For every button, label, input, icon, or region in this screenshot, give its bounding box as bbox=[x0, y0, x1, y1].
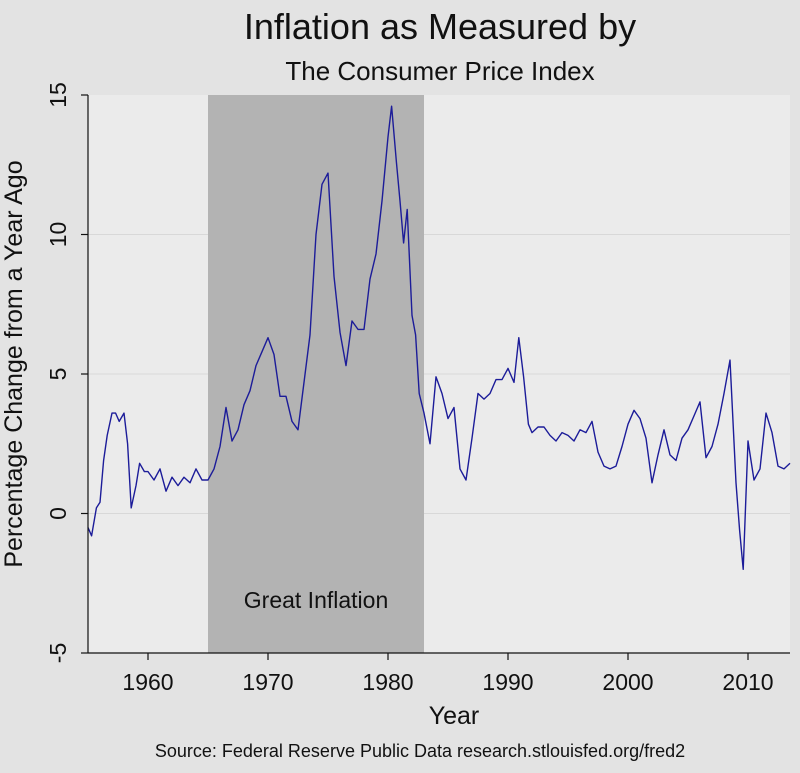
y-tick-label: 15 bbox=[45, 82, 71, 108]
x-tick-label: 2000 bbox=[602, 669, 653, 695]
x-tick-label: 1990 bbox=[482, 669, 533, 695]
y-tick-label: 5 bbox=[45, 368, 71, 381]
great-inflation-label: Great Inflation bbox=[244, 587, 388, 613]
chart-title: Inflation as Measured by bbox=[243, 6, 637, 47]
y-tick-label: 0 bbox=[45, 507, 71, 520]
x-tick-label: 2010 bbox=[722, 669, 773, 695]
x-axis-ticks: 1960 1970 1980 1990 2000 2010 bbox=[122, 653, 774, 695]
x-axis-label: Year bbox=[429, 702, 480, 730]
x-tick-label: 1980 bbox=[362, 669, 413, 695]
great-inflation-shading bbox=[208, 95, 424, 653]
series-layer bbox=[87, 105, 791, 570]
source-note: Source: Federal Reserve Public Data rese… bbox=[154, 741, 686, 761]
y-axis-ticks: -5 0 5 10 15 bbox=[45, 82, 88, 663]
x-tick-label: 1970 bbox=[242, 669, 293, 695]
gridlines bbox=[88, 234, 790, 514]
x-tick-label: 1960 bbox=[122, 669, 173, 695]
chart-subtitle: The Consumer Price Index bbox=[285, 56, 595, 86]
cpi-inflation-line bbox=[87, 105, 791, 570]
y-tick-label: -5 bbox=[45, 643, 71, 663]
y-tick-label: 10 bbox=[45, 222, 71, 248]
y-axis-label: Percentage Change from a Year Ago bbox=[0, 160, 28, 567]
